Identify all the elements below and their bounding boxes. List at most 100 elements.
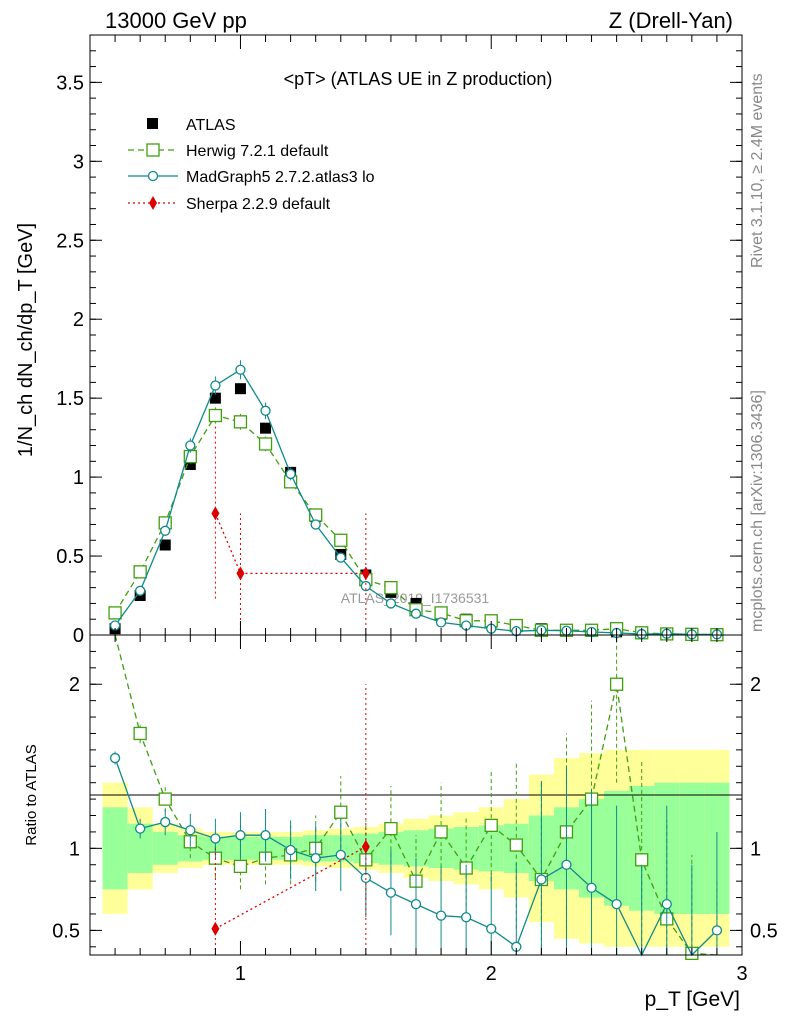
ratio-point-madgraph (435, 910, 447, 921)
point-madgraph (335, 552, 346, 563)
ratio-point-herwig (484, 818, 498, 833)
ratio-point-madgraph (486, 923, 497, 934)
ratio-point-madgraph (385, 887, 397, 898)
legend-label-madgraph: MadGraph5 2.7.2.atlas3 lo (186, 169, 375, 186)
ratio-point-herwig (509, 838, 523, 852)
point-madgraph (260, 405, 271, 416)
ratio-y-tick-label-right: 1 (750, 838, 761, 860)
point-madgraph (160, 525, 171, 536)
y-tick-label: 1.5 (56, 388, 84, 410)
ratio-y-tick-label: 0.5 (52, 920, 80, 942)
ratio-point-herwig (133, 726, 147, 741)
x-tick-label: 2 (486, 963, 497, 985)
ratio-y-tick-label-right: 2 (750, 674, 761, 696)
point-madgraph (385, 598, 397, 609)
ratio-point-madgraph (661, 898, 672, 910)
point-sherpa (361, 566, 370, 581)
ratio-point-herwig (609, 677, 624, 691)
ratio-point-madgraph (109, 752, 121, 764)
y-tick-label: 0.5 (56, 546, 84, 568)
point-madgraph (285, 468, 296, 480)
legend-marker-madgraph (147, 170, 159, 182)
side-label-bottom: mcplots.cern.ch [arXiv:1306.3436] (749, 390, 766, 632)
x-tick-label: 1 (235, 963, 246, 985)
ratio-point-madgraph (711, 925, 723, 936)
ratio-band-inner (152, 831, 178, 865)
header-right: Z (Drell-Yan) (609, 8, 733, 33)
ratio-point-madgraph (561, 859, 572, 870)
ratio-y-tick-label: 2 (69, 674, 80, 696)
legend-label-sherpa: Sherpa 2.2.9 default (186, 196, 331, 213)
ratio-point-herwig (334, 805, 348, 819)
y-tick-label: 3.5 (56, 72, 84, 94)
ratio-point-madgraph (586, 882, 597, 893)
ratio-line-sherpa (215, 846, 367, 930)
ratio-y-axis-label: Ratio to ATLAS (23, 744, 40, 845)
point-madgraph (310, 519, 321, 530)
point-madgraph (410, 608, 422, 619)
point-data (209, 392, 221, 404)
point-madgraph (210, 380, 221, 391)
legend-marker-sherpa (149, 196, 157, 210)
side-label-top: Rivet 3.1.10, ≥ 2.4M events (749, 73, 766, 268)
ratio-point-herwig (384, 821, 398, 836)
legend-item-atlas: ATLAS (147, 117, 236, 134)
ratio-point-herwig (158, 792, 172, 806)
header-left: 13000 GeV pp (105, 8, 247, 33)
y-tick-label: 2 (73, 309, 84, 331)
ratio-y-tick-label-right: 0.5 (750, 920, 778, 942)
point-herwig (133, 565, 147, 579)
ratio-point-madgraph (235, 830, 246, 841)
ratio-point-madgraph (260, 830, 271, 841)
ratio-y-tick-label: 1 (69, 838, 80, 860)
point-sherpa (211, 506, 220, 521)
point-herwig (334, 533, 348, 547)
legend-item-madgraph: MadGraph5 2.7.2.atlas3 lo (128, 169, 375, 186)
x-axis-label: p_T [GeV] (645, 988, 740, 1011)
y-tick-label: 1 (73, 467, 84, 489)
ratio-panel: 0.5 0.5 1 1 2 2 1 2 3 (52, 634, 778, 985)
point-herwig (233, 415, 248, 429)
point-madgraph (435, 617, 447, 628)
ratio-point-herwig (635, 853, 649, 867)
ratio-point-herwig (233, 859, 248, 874)
point-madgraph (185, 440, 196, 451)
point-sherpa (236, 566, 245, 581)
ratio-point-herwig (434, 825, 448, 839)
point-herwig (384, 580, 398, 595)
ratio-point-sherpa (361, 839, 370, 854)
legend-label-herwig: Herwig 7.2.1 default (186, 143, 329, 160)
ratio-point-madgraph (410, 898, 422, 910)
ratio-point-madgraph (285, 844, 296, 856)
ratio-band-inner (102, 807, 128, 890)
legend-marker-atlas (147, 118, 158, 129)
ratio-point-madgraph (461, 912, 472, 923)
main-panel: ATLAS_2019_I1736531 00.511.522.533.5 <pT… (56, 34, 743, 647)
chart-title: <pT> (ATLAS UE in Z production) (284, 69, 553, 89)
ratio-point-madgraph (335, 849, 346, 861)
y-tick-label: 0 (73, 625, 84, 647)
ratio-point-madgraph (135, 823, 146, 834)
legend-item-herwig: Herwig 7.2.1 default (128, 143, 329, 160)
ratio-point-madgraph (536, 874, 547, 885)
x-tick-label: 3 (736, 963, 747, 985)
y-tick-label: 2.5 (56, 230, 84, 252)
legend-item-sherpa: Sherpa 2.2.9 default (128, 196, 331, 213)
point-madgraph (235, 364, 246, 375)
point-herwig (208, 408, 223, 423)
ratio-point-madgraph (310, 853, 321, 864)
point-data (184, 458, 196, 470)
ratio-point-madgraph (210, 833, 221, 844)
point-data (260, 422, 272, 434)
legend-marker-herwig (146, 143, 160, 157)
point-madgraph (360, 580, 371, 592)
point-herwig (434, 606, 448, 620)
ratio-point-madgraph (185, 825, 196, 836)
point-herwig (108, 606, 122, 620)
y-axis-label: 1/N_ch dN_ch/dp_T [GeV] (15, 223, 37, 457)
ratio-point-madgraph (611, 898, 622, 910)
point-data (234, 383, 246, 395)
y-tick-label: 3 (73, 151, 84, 173)
ratio-point-madgraph (160, 816, 171, 828)
